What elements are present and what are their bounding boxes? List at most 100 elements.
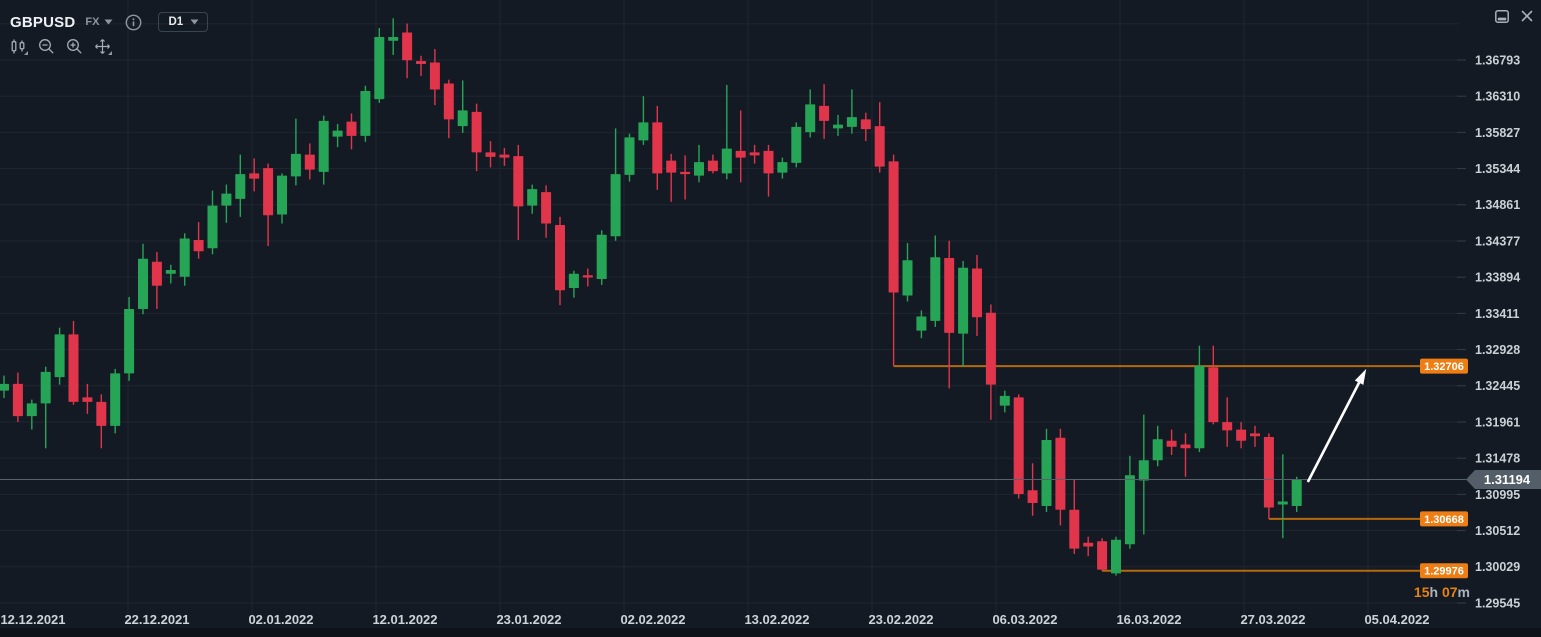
candle: [1277, 454, 1288, 539]
price-level-label[interactable]: [1420, 511, 1468, 527]
market-selector[interactable]: FX: [85, 16, 113, 28]
candle: [1027, 463, 1038, 516]
y-axis-label: 1.36793: [1475, 54, 1520, 68]
candle: [1055, 428, 1066, 526]
candle: [527, 184, 538, 214]
candle-body: [958, 267, 969, 334]
candle-body: [165, 269, 176, 274]
candle: [318, 115, 329, 185]
candle-body: [221, 193, 232, 206]
candle: [110, 368, 121, 434]
price-level-label[interactable]: [1420, 563, 1468, 579]
candle: [735, 110, 746, 183]
chart-style-candles-icon[interactable]: [8, 36, 28, 56]
close-icon[interactable]: [1519, 8, 1535, 24]
candle-body: [360, 90, 371, 136]
candle: [791, 122, 802, 168]
candle: [54, 327, 65, 385]
candle: [1083, 536, 1094, 557]
candle-body: [402, 32, 413, 61]
candle-body: [235, 174, 246, 199]
candle-body: [805, 104, 816, 133]
candle: [582, 268, 593, 287]
info-icon[interactable]: [125, 14, 142, 31]
candle: [346, 113, 357, 150]
candle-body: [416, 60, 426, 64]
candle: [568, 270, 579, 298]
candle: [416, 55, 426, 76]
y-axis-label: 1.30995: [1475, 488, 1520, 502]
x-axis-label: 23.02.2022: [868, 612, 933, 627]
x-axis-label: 13.02.2022: [744, 612, 809, 627]
zoom-out-icon[interactable]: [36, 36, 56, 56]
y-axis-label: 1.33411: [1475, 307, 1520, 321]
candle-body: [568, 273, 579, 288]
candle-body: [944, 258, 955, 333]
candle-body: [1041, 440, 1052, 506]
candle: [179, 233, 190, 286]
candle-body: [277, 175, 287, 215]
candle-body: [1291, 479, 1302, 506]
annotation-arrow-line[interactable]: [1306, 382, 1361, 483]
candle-body: [777, 162, 788, 173]
candle-body: [263, 168, 274, 216]
chart-header: GBPUSD FX D1: [10, 12, 209, 32]
chevron-down-icon: [190, 19, 199, 25]
candle-body: [388, 37, 399, 41]
candle-body: [68, 334, 79, 402]
candle-body: [1194, 365, 1205, 449]
timeframe-selector[interactable]: D1: [158, 12, 209, 32]
candle-body: [374, 37, 385, 100]
price-level-label[interactable]: [1420, 358, 1468, 374]
candle-body: [1097, 541, 1108, 570]
candle: [68, 320, 79, 405]
candle: [485, 141, 496, 168]
candle-body: [888, 161, 899, 293]
candle: [1069, 479, 1080, 554]
zoom-in-icon[interactable]: [64, 36, 84, 56]
candle: [0, 375, 9, 399]
candle: [985, 304, 996, 420]
y-axis-label: 1.30512: [1475, 524, 1520, 538]
candle-body: [290, 153, 301, 177]
x-axis-label: 02.01.2022: [248, 612, 313, 627]
current-price-badge: [1466, 469, 1541, 489]
candle-body: [179, 238, 190, 277]
candle: [471, 103, 482, 172]
candle: [1250, 425, 1260, 447]
candle-body: [138, 258, 148, 309]
candle-body: [707, 160, 718, 172]
x-axis-label: 23.01.2022: [496, 612, 561, 627]
candle-body: [541, 192, 552, 224]
candle-body: [12, 383, 23, 417]
price-level-label-text: 1.30668: [1424, 514, 1464, 526]
tool-dropdown-corner: [24, 51, 28, 55]
candle-body: [1069, 509, 1080, 549]
annotation-arrow-head[interactable]: [1354, 368, 1367, 385]
candle-body: [610, 174, 621, 237]
candle-body: [1166, 440, 1177, 447]
bottom-band: [0, 628, 1541, 637]
x-axis-label: 27.03.2022: [1240, 612, 1305, 627]
candle: [1152, 425, 1163, 467]
candle: [138, 243, 148, 315]
candle: [165, 264, 176, 284]
candle-body: [318, 120, 329, 172]
candle: [888, 154, 899, 367]
candle-body: [151, 261, 162, 286]
candle-body: [54, 334, 65, 378]
candle-body: [207, 205, 218, 249]
pan-move-icon[interactable]: [92, 36, 112, 56]
y-axis-label: 1.32928: [1475, 343, 1520, 357]
candle: [930, 235, 941, 327]
dock-panel-icon[interactable]: [1494, 8, 1510, 24]
y-axis-label: 1.34377: [1475, 235, 1520, 249]
candle-body: [930, 257, 941, 321]
candle: [999, 390, 1010, 413]
candle-body: [429, 62, 440, 90]
candle: [666, 153, 677, 202]
x-axis-label: 02.02.2022: [620, 612, 685, 627]
candle: [1208, 345, 1219, 425]
